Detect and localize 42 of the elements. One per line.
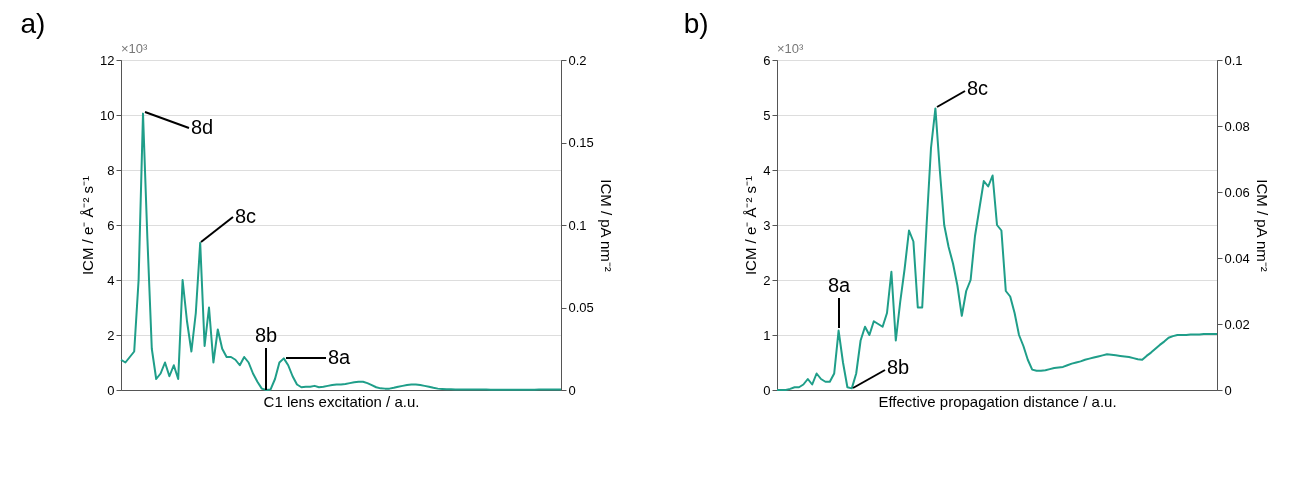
y2-tick-label: 0 bbox=[568, 382, 576, 398]
y-tick-label: 10 bbox=[100, 107, 115, 123]
y-tick-label: 1 bbox=[763, 327, 771, 343]
y2-tick-label: 0 bbox=[1224, 382, 1232, 398]
y2-tick-label: 0.15 bbox=[568, 135, 594, 150]
chart-title: a) bbox=[20, 8, 46, 39]
annotation: 8a bbox=[328, 346, 352, 368]
y2-axis-title: ICM / pA nm⁻² bbox=[597, 179, 615, 272]
y-tick-label: 6 bbox=[763, 52, 771, 68]
y-axis-title: ICM / e⁻ Å⁻² s⁻¹ bbox=[742, 175, 760, 276]
y-tick-label: 0 bbox=[107, 382, 115, 398]
annotation: 8b bbox=[887, 356, 910, 378]
y-tick-label: 8 bbox=[107, 162, 115, 178]
y2-tick-label: 0.1 bbox=[1224, 52, 1243, 68]
y2-tick-label: 0.06 bbox=[1224, 184, 1250, 200]
y-tick-label: 4 bbox=[107, 272, 115, 288]
y-tick-label: 12 bbox=[100, 52, 115, 68]
y2-tick-label: 0.1 bbox=[568, 217, 587, 233]
chart-title: b) bbox=[683, 8, 709, 39]
y2-tick-label: 0.2 bbox=[568, 52, 587, 68]
y2-tick-label: 0.08 bbox=[1224, 118, 1250, 134]
y-tick-label: 6 bbox=[107, 217, 115, 233]
x-axis-title: Effective propagation distance / a.u. bbox=[878, 392, 1117, 410]
y-tick-label: 0 bbox=[763, 382, 771, 398]
text: ×10³ bbox=[777, 41, 805, 56]
y-axis-title: ICM / e⁻ Å⁻² s⁻¹ bbox=[79, 175, 97, 276]
y2-tick-label: 0.02 bbox=[1224, 316, 1250, 332]
x-axis-title: C1 lens excitation / a.u. bbox=[263, 392, 420, 410]
y-tick-label: 4 bbox=[763, 162, 771, 178]
text: ×10³ bbox=[121, 41, 149, 56]
y-tick-label: 2 bbox=[107, 327, 115, 343]
annotation: 8b bbox=[254, 324, 278, 346]
annotation: 8d bbox=[191, 116, 214, 138]
y2-tick-label: 0.04 bbox=[1224, 250, 1250, 266]
y-tick-label: 3 bbox=[763, 217, 771, 233]
annotation: 8a bbox=[827, 274, 851, 296]
annotation: 8c bbox=[967, 77, 989, 99]
y2-tick-label: 0.05 bbox=[568, 300, 594, 315]
y-tick-label: 5 bbox=[763, 107, 771, 123]
y2-axis-title: ICM / pA nm⁻² bbox=[1253, 179, 1271, 272]
y-tick-label: 2 bbox=[763, 272, 771, 288]
annotation: 8c bbox=[235, 205, 257, 227]
